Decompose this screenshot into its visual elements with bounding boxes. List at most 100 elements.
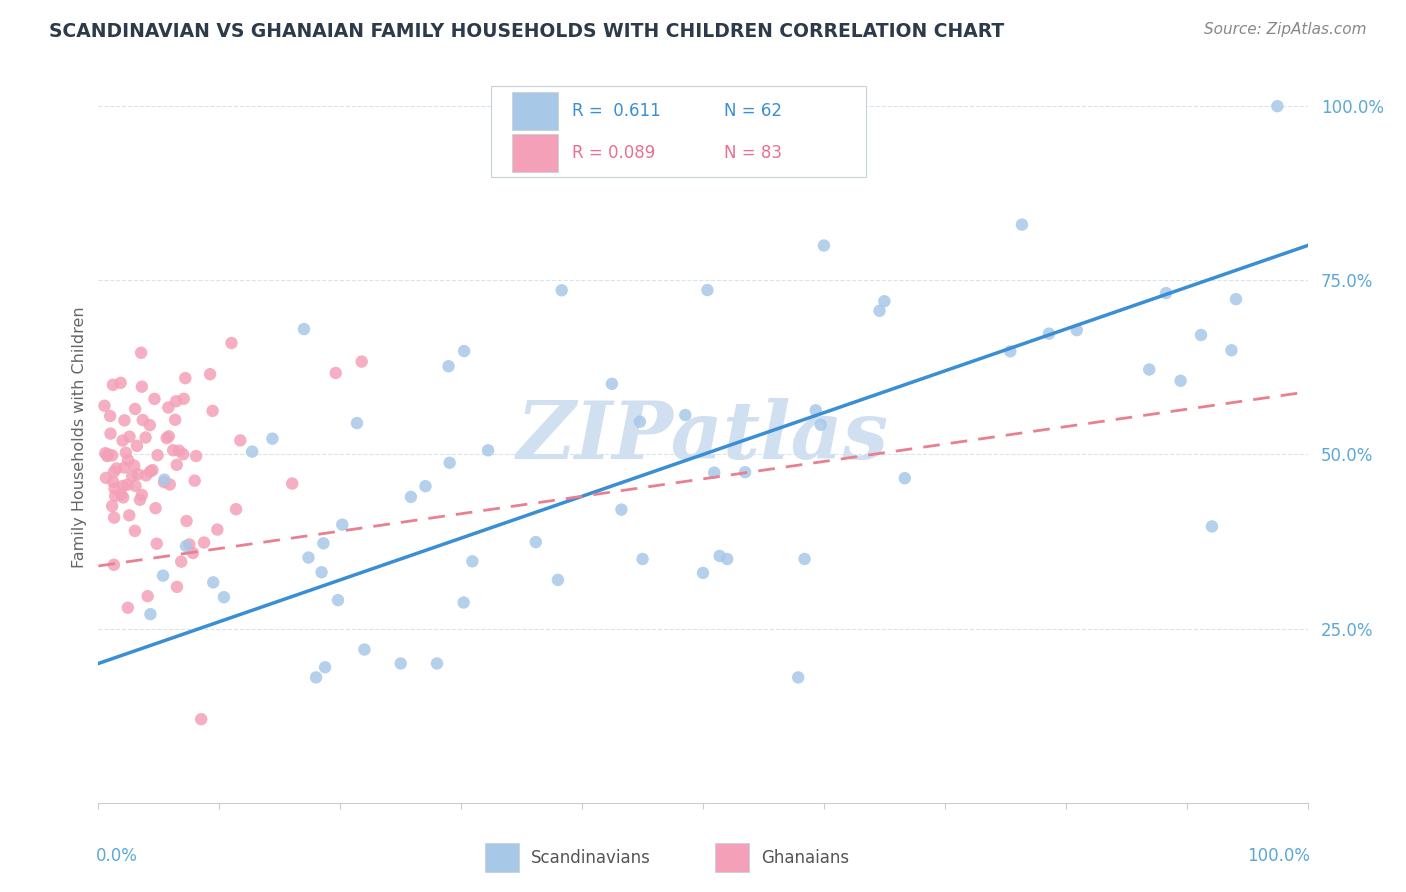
Point: [547, 573, 569, 587]
Point: [172, 447, 194, 461]
Point: [117, 453, 139, 467]
Point: [787, 670, 810, 684]
Point: [166, 580, 188, 594]
Point: [326, 593, 349, 607]
Point: [131, 379, 153, 393]
Point: [673, 408, 696, 422]
Point: [183, 474, 205, 488]
Point: [153, 473, 176, 487]
Point: [389, 657, 412, 671]
Point: [121, 469, 143, 483]
Point: [141, 463, 163, 477]
Point: [179, 537, 201, 551]
Point: [281, 476, 304, 491]
Point: [437, 359, 460, 374]
Point: [225, 502, 247, 516]
Point: [129, 345, 152, 359]
Point: [212, 590, 235, 604]
Point: [311, 566, 333, 580]
FancyBboxPatch shape: [485, 843, 519, 872]
Point: [173, 392, 195, 406]
Point: [101, 377, 124, 392]
Point: [221, 336, 243, 351]
Point: [146, 448, 169, 462]
Text: 100.0%: 100.0%: [1247, 847, 1310, 864]
Point: [734, 465, 756, 479]
Point: [162, 443, 184, 458]
Point: [1000, 344, 1022, 359]
Point: [692, 566, 714, 580]
Point: [869, 303, 891, 318]
Point: [1170, 374, 1192, 388]
Point: [709, 549, 731, 563]
Point: [426, 657, 449, 671]
Point: [1066, 323, 1088, 337]
Point: [124, 479, 146, 493]
Point: [1154, 286, 1177, 301]
Point: [93, 399, 115, 413]
Point: [100, 426, 122, 441]
Point: [297, 550, 319, 565]
Point: [111, 434, 134, 448]
Text: ZIPatlas: ZIPatlas: [517, 399, 889, 475]
Point: [1267, 99, 1289, 113]
FancyBboxPatch shape: [716, 843, 749, 872]
Point: [112, 460, 135, 475]
Point: [143, 392, 166, 406]
Point: [166, 458, 188, 472]
Point: [101, 499, 124, 513]
Point: [873, 294, 896, 309]
Point: [135, 468, 157, 483]
Point: [122, 458, 145, 473]
Point: [1201, 519, 1223, 533]
FancyBboxPatch shape: [512, 134, 558, 172]
Point: [145, 537, 167, 551]
Point: [136, 589, 159, 603]
Text: Source: ZipAtlas.com: Source: ZipAtlas.com: [1204, 22, 1367, 37]
Point: [399, 490, 422, 504]
Point: [703, 466, 725, 480]
Point: [353, 642, 375, 657]
Point: [127, 467, 149, 482]
Y-axis label: Family Households with Children: Family Households with Children: [72, 306, 87, 568]
Point: [114, 413, 136, 427]
Point: [152, 568, 174, 582]
Point: [103, 465, 125, 479]
Point: [94, 471, 117, 485]
Point: [104, 489, 127, 503]
FancyBboxPatch shape: [512, 92, 558, 129]
Point: [628, 415, 651, 429]
Point: [240, 444, 263, 458]
Point: [453, 595, 475, 609]
Point: [1038, 326, 1060, 341]
Point: [167, 443, 190, 458]
Point: [101, 449, 124, 463]
Point: [453, 344, 475, 359]
Point: [124, 524, 146, 538]
Point: [156, 431, 179, 445]
Point: [174, 539, 197, 553]
Point: [1137, 362, 1160, 376]
Point: [610, 502, 633, 516]
Point: [193, 535, 215, 549]
Point: [330, 517, 353, 532]
Text: N = 62: N = 62: [724, 102, 782, 120]
Point: [813, 238, 835, 252]
Point: [190, 712, 212, 726]
Point: [118, 508, 141, 523]
Point: [94, 446, 117, 460]
Point: [135, 430, 157, 444]
Point: [117, 477, 139, 491]
Point: [716, 552, 738, 566]
Point: [439, 456, 461, 470]
Text: R =  0.611: R = 0.611: [572, 102, 661, 120]
Point: [139, 418, 162, 433]
Point: [477, 443, 499, 458]
Point: [804, 403, 827, 417]
Point: [125, 439, 148, 453]
Point: [810, 417, 832, 432]
Point: [114, 445, 136, 459]
Point: [1220, 343, 1243, 358]
Point: [202, 575, 225, 590]
Point: [97, 448, 120, 462]
